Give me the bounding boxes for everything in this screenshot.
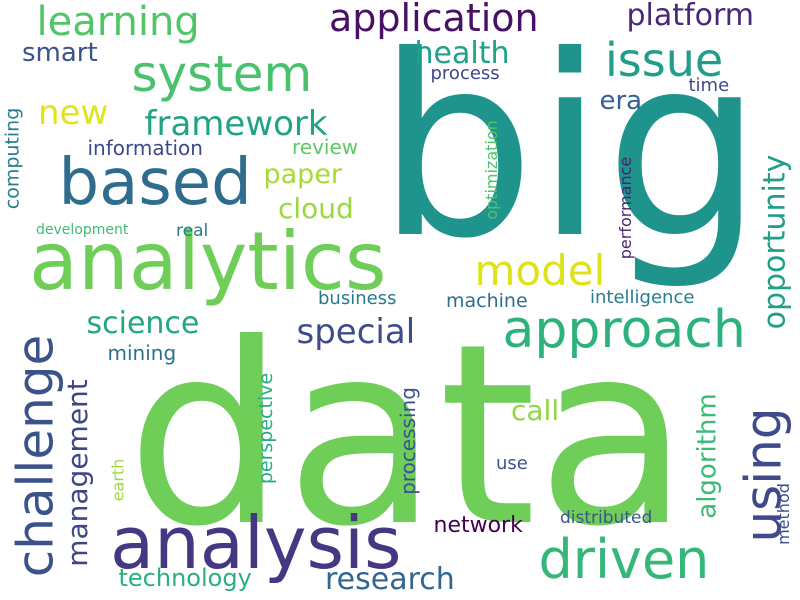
- word-era: era: [599, 86, 643, 116]
- word-smart: smart: [22, 38, 98, 68]
- word-business: business: [318, 288, 397, 309]
- word-research: research: [325, 562, 455, 597]
- word-special: special: [296, 312, 416, 352]
- word-cloud: cloud: [278, 192, 354, 225]
- word-analytics: analytics: [29, 215, 387, 308]
- word-earth: earth: [107, 458, 127, 502]
- word-processing: processing: [395, 387, 420, 495]
- word-network: network: [433, 513, 523, 538]
- word-application: application: [329, 0, 539, 40]
- word-method: method: [773, 483, 793, 545]
- word-information: information: [87, 136, 203, 160]
- word-analysis: analysis: [110, 501, 402, 585]
- word-computing: computing: [1, 107, 24, 209]
- word-based: based: [58, 146, 252, 220]
- word-learning: learning: [36, 0, 200, 45]
- word-time: time: [688, 75, 730, 96]
- word-optimization: optimization: [481, 120, 501, 220]
- word-use: use: [496, 453, 528, 474]
- word-platform: platform: [626, 0, 754, 33]
- word-review: review: [292, 135, 359, 159]
- word-process: process: [430, 63, 500, 84]
- word-distributed: distributed: [560, 507, 653, 528]
- word-data: data: [126, 290, 690, 581]
- word-science: science: [86, 306, 200, 341]
- word-paper: paper: [263, 158, 343, 190]
- word-model: model: [474, 246, 606, 295]
- word-real: real: [176, 220, 209, 241]
- word-intelligence: intelligence: [590, 287, 695, 308]
- word-framework: framework: [144, 104, 328, 144]
- word-issue: issue: [605, 33, 724, 87]
- word-development: development: [36, 222, 129, 238]
- word-technology: technology: [118, 564, 252, 592]
- word-new: new: [38, 93, 109, 133]
- word-opportunity: opportunity: [756, 154, 792, 330]
- word-perspective: perspective: [254, 372, 277, 484]
- word-big: big: [376, 2, 764, 293]
- word-mining: mining: [107, 341, 177, 365]
- word-performance: performance: [616, 156, 636, 260]
- word-approach: approach: [502, 300, 746, 360]
- word-driven: driven: [538, 528, 710, 591]
- word-management: management: [60, 379, 94, 567]
- word-health: health: [414, 36, 510, 71]
- word-system: system: [131, 45, 313, 103]
- word-call: call: [511, 394, 560, 427]
- word-machine: machine: [446, 289, 528, 312]
- word-challenge: challenge: [5, 334, 64, 578]
- word-algorithm: algorithm: [692, 393, 723, 519]
